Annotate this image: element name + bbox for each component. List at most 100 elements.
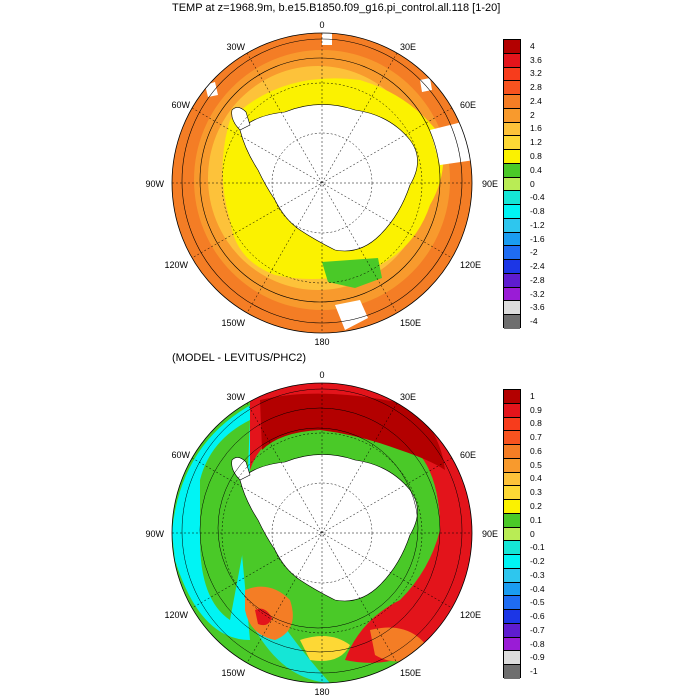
- colorbar-swatch: [504, 218, 520, 233]
- top-label-60w: 60W: [171, 100, 190, 110]
- colorbar-swatch: [504, 260, 520, 274]
- colorbar-swatch: [504, 390, 520, 404]
- colorbar-label: 0.6: [530, 445, 542, 456]
- colorbar-swatch: [504, 458, 520, 473]
- colorbar-swatch: [504, 205, 520, 219]
- colorbar-label: -0.7: [530, 624, 545, 635]
- colorbar-swatch: [504, 403, 520, 418]
- top-label-30e: 30E: [400, 42, 417, 52]
- colorbar-swatch: [504, 163, 520, 178]
- colorbar-swatch: [504, 122, 520, 137]
- colorbar-label: 0.4: [530, 473, 542, 484]
- bottom-label-90e: 90E: [482, 529, 499, 539]
- colorbar-swatch: [504, 486, 520, 500]
- top-label-30w: 30W: [226, 42, 245, 52]
- colorbar-swatch: [504, 315, 520, 329]
- colorbar-label: 0.4: [530, 164, 542, 175]
- colorbar-swatch: [504, 472, 520, 487]
- colorbar-swatch: [504, 287, 520, 302]
- colorbar-swatch: [504, 568, 520, 583]
- top-label-0: 0: [319, 20, 325, 30]
- colorbar-label: -1.2: [530, 219, 545, 230]
- colorbar-label: 0.3: [530, 487, 542, 498]
- colorbar-label: -4: [530, 316, 538, 327]
- top-label-120w: 120W: [164, 260, 188, 270]
- colorbar-swatch: [504, 273, 520, 288]
- colorbar-label: 0.8: [530, 418, 542, 429]
- colorbar-swatch: [504, 596, 520, 610]
- bottom-map-title: (MODEL - LEVITUS/PHC2): [172, 352, 307, 364]
- colorbar-swatch: [504, 555, 520, 569]
- colorbar-swatch: [504, 232, 520, 247]
- bottom-polar-map: [171, 382, 473, 684]
- colorbar-swatch: [504, 67, 520, 82]
- colorbar-swatch: [504, 136, 520, 150]
- colorbar-swatch: [504, 191, 520, 205]
- colorbar-label: 0: [530, 528, 535, 539]
- colorbar-swatch: [504, 95, 520, 109]
- colorbar-label: 0.2: [530, 500, 542, 511]
- colorbar-label: 1.2: [530, 137, 542, 148]
- bottom-label-60w: 60W: [171, 450, 190, 460]
- colorbar-label: -1: [530, 666, 538, 677]
- colorbar-swatch: [504, 301, 520, 315]
- bottom-label-120w: 120W: [164, 610, 188, 620]
- colorbar-label: -3.6: [530, 302, 545, 313]
- colorbar-swatch: [504, 150, 520, 164]
- bottom-label-0: 0: [319, 370, 325, 380]
- bottom-label-150e: 150E: [400, 668, 422, 678]
- colorbar-label: 0.5: [530, 459, 542, 470]
- colorbar-swatch: [504, 81, 520, 95]
- top-map-title: TEMP at z=1968.9m, b.e15.B1850.f09_g16.p…: [172, 2, 501, 14]
- bottom-label-150w: 150W: [221, 668, 245, 678]
- colorbar-swatch: [504, 623, 520, 638]
- colorbar-label: -0.4: [530, 192, 545, 203]
- colorbar-label: 3.6: [530, 54, 542, 65]
- colorbar-label: -2: [530, 247, 538, 258]
- colorbar-label: 2.4: [530, 95, 542, 106]
- colorbar-label: -0.5: [530, 597, 545, 608]
- colorbar-label: 1: [530, 390, 535, 401]
- top-label-90e: 90E: [482, 179, 499, 189]
- top-label-60e: 60E: [460, 100, 477, 110]
- colorbar-swatch: [504, 637, 520, 652]
- colorbar-swatch: [504, 431, 520, 445]
- colorbar-swatch: [504, 40, 520, 54]
- colorbar-label: 0.9: [530, 404, 542, 415]
- colorbar-swatch: [504, 541, 520, 555]
- colorbar-label: -0.2: [530, 556, 545, 567]
- bottom-label-30e: 30E: [400, 392, 417, 402]
- colorbar-swatch: [504, 177, 520, 192]
- bottom-label-120e: 120E: [460, 610, 482, 620]
- colorbar-swatch: [504, 246, 520, 260]
- colorbar-label: -2.8: [530, 274, 545, 285]
- bottom-label-60e: 60E: [460, 450, 477, 460]
- colorbar-swatch: [504, 53, 520, 68]
- colorbar-label: -0.8: [530, 206, 545, 217]
- colorbar-swatch: [504, 500, 520, 514]
- top-colorbar: [503, 39, 521, 329]
- colorbar-swatch: [504, 108, 520, 123]
- colorbar-label: -1.6: [530, 233, 545, 244]
- colorbar-label: -0.6: [530, 611, 545, 622]
- colorbar-swatch: [504, 417, 520, 432]
- colorbar-label: 1.6: [530, 123, 542, 134]
- colorbar-label: 0.8: [530, 150, 542, 161]
- colorbar-label: 2.8: [530, 82, 542, 93]
- colorbar-label: 2: [530, 109, 535, 120]
- colorbar-label: 3.2: [530, 68, 542, 79]
- colorbar-label: 4: [530, 40, 535, 51]
- top-label-150e: 150E: [400, 318, 422, 328]
- colorbar-label: -0.1: [530, 542, 545, 553]
- bottom-label-30w: 30W: [226, 392, 245, 402]
- top-label-150w: 150W: [221, 318, 245, 328]
- colorbar-swatch: [504, 665, 520, 679]
- colorbar-label: -0.4: [530, 583, 545, 594]
- colorbar-label: 0.7: [530, 432, 542, 443]
- colorbar-label: -2.4: [530, 261, 545, 272]
- colorbar-swatch: [504, 582, 520, 597]
- top-label-120e: 120E: [460, 260, 482, 270]
- colorbar-swatch: [504, 513, 520, 528]
- colorbar-label: -3.2: [530, 288, 545, 299]
